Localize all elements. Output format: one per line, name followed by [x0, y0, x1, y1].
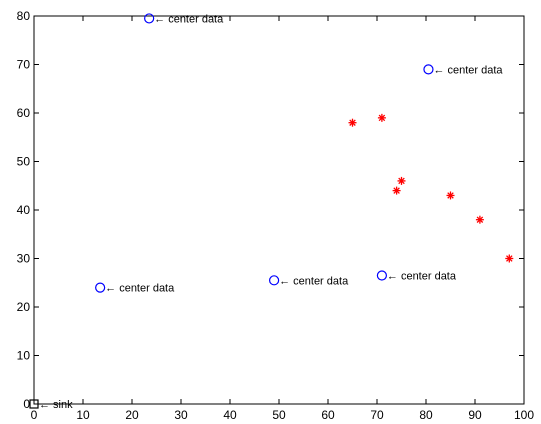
y-tick-label: 10 [17, 349, 31, 363]
y-tick-label: 50 [17, 155, 31, 169]
x-tick-label: 80 [419, 408, 433, 422]
sink-point [29, 399, 39, 409]
center-point [423, 64, 434, 75]
y-tick-label: 60 [17, 106, 31, 120]
x-tick-label: 50 [272, 408, 286, 422]
point-annotation: ← sink [39, 399, 73, 411]
x-tick-label: 60 [321, 408, 335, 422]
x-tick-label: 0 [31, 408, 38, 422]
y-tick-label: 0 [23, 397, 30, 411]
plot-area [33, 15, 525, 405]
x-tick-label: 70 [370, 408, 384, 422]
x-tick-label: 20 [125, 408, 139, 422]
node-point [348, 118, 357, 127]
x-axis: 0 10 20 30 40 50 60 70 80 90 100 [31, 16, 534, 422]
y-tick-label: 70 [17, 58, 31, 72]
node-point [475, 215, 484, 224]
center-point [269, 275, 280, 286]
node-point [377, 113, 386, 122]
x-tick-label: 100 [514, 408, 534, 422]
point-annotation: ← center data [433, 64, 503, 76]
node-point [392, 186, 401, 195]
point-annotation: ← center data [154, 13, 224, 25]
x-tick-label: 90 [468, 408, 482, 422]
node-point [397, 176, 406, 185]
node-point [505, 254, 514, 263]
y-axis: 0 10 20 30 40 50 60 70 80 [17, 9, 524, 411]
x-tick-label: 10 [76, 408, 90, 422]
node-point [446, 191, 455, 200]
point-annotation: ← center data [105, 283, 175, 295]
x-tick-label: 40 [223, 408, 237, 422]
y-tick-label: 40 [17, 203, 31, 217]
y-tick-label: 30 [17, 252, 31, 266]
center-point [144, 13, 155, 24]
y-tick-label: 20 [17, 300, 31, 314]
point-annotation: ← center data [387, 270, 457, 282]
center-point [376, 270, 387, 281]
x-tick-label: 30 [174, 408, 188, 422]
y-tick-label: 80 [17, 9, 31, 23]
point-annotation: ← center data [279, 275, 349, 287]
center-point [95, 282, 106, 293]
data-points: ← center data ← center data ← center data ←… [29, 13, 514, 411]
